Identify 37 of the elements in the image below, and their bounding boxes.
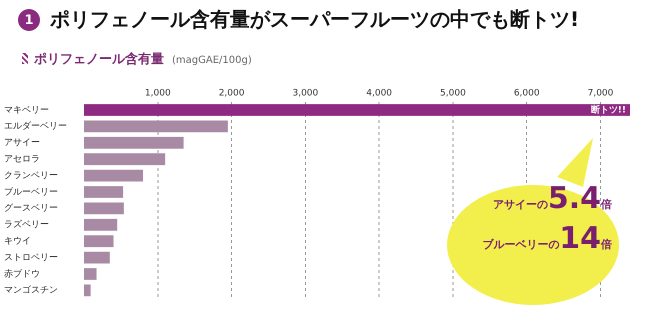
bar xyxy=(84,186,124,198)
y-tick-label: エルダーベリー xyxy=(4,120,67,132)
x-tick-label: 4,000 xyxy=(366,88,392,99)
x-tick-label: 3,000 xyxy=(292,88,319,99)
text: 1 xyxy=(18,9,40,31)
y-tick-label: マンゴスチン xyxy=(4,284,58,296)
y-tick-label: ラズベリー xyxy=(4,219,49,230)
bar xyxy=(84,104,630,116)
chart-subtitle: ポリフェノール含有量 xyxy=(34,51,164,68)
bar xyxy=(84,235,114,248)
annotation: 断トツ!! xyxy=(590,104,626,116)
y-tick-label: 赤ブドウ xyxy=(4,268,40,280)
y-tick-label: ストロベリー xyxy=(4,252,58,263)
chart-title: ポリフェノール含有量がスーパーフルーツの中でも断トツ! xyxy=(50,6,580,33)
bar xyxy=(84,252,110,264)
x-tick-label: 7,000 xyxy=(588,88,614,99)
bar xyxy=(84,268,97,280)
bar xyxy=(84,136,184,149)
bar xyxy=(84,202,124,214)
x-tick-label: 5,000 xyxy=(440,88,466,99)
y-tick-label: キウイ xyxy=(4,236,31,247)
x-axis-title: (magGAE/100g) xyxy=(172,55,252,66)
y-tick-label: グースベリー xyxy=(4,202,58,214)
y-tick-label: クランベリー xyxy=(4,170,58,181)
y-tick-label: アセロラ xyxy=(4,154,40,165)
bar xyxy=(84,218,118,231)
x-tick-label: 1,000 xyxy=(144,88,171,99)
bar xyxy=(84,120,228,132)
bar xyxy=(84,153,166,166)
bar xyxy=(84,170,144,182)
x-tick-label: 6,000 xyxy=(514,88,540,99)
y-tick-label: ブルーベリー xyxy=(4,186,58,198)
y-tick-label: マキベリー xyxy=(4,105,49,116)
y-tick-label: アサイー xyxy=(4,138,40,148)
x-tick-label: 2,000 xyxy=(218,88,245,99)
bar xyxy=(84,284,91,296)
annotation: ブルーベリーの14倍 xyxy=(482,221,612,256)
